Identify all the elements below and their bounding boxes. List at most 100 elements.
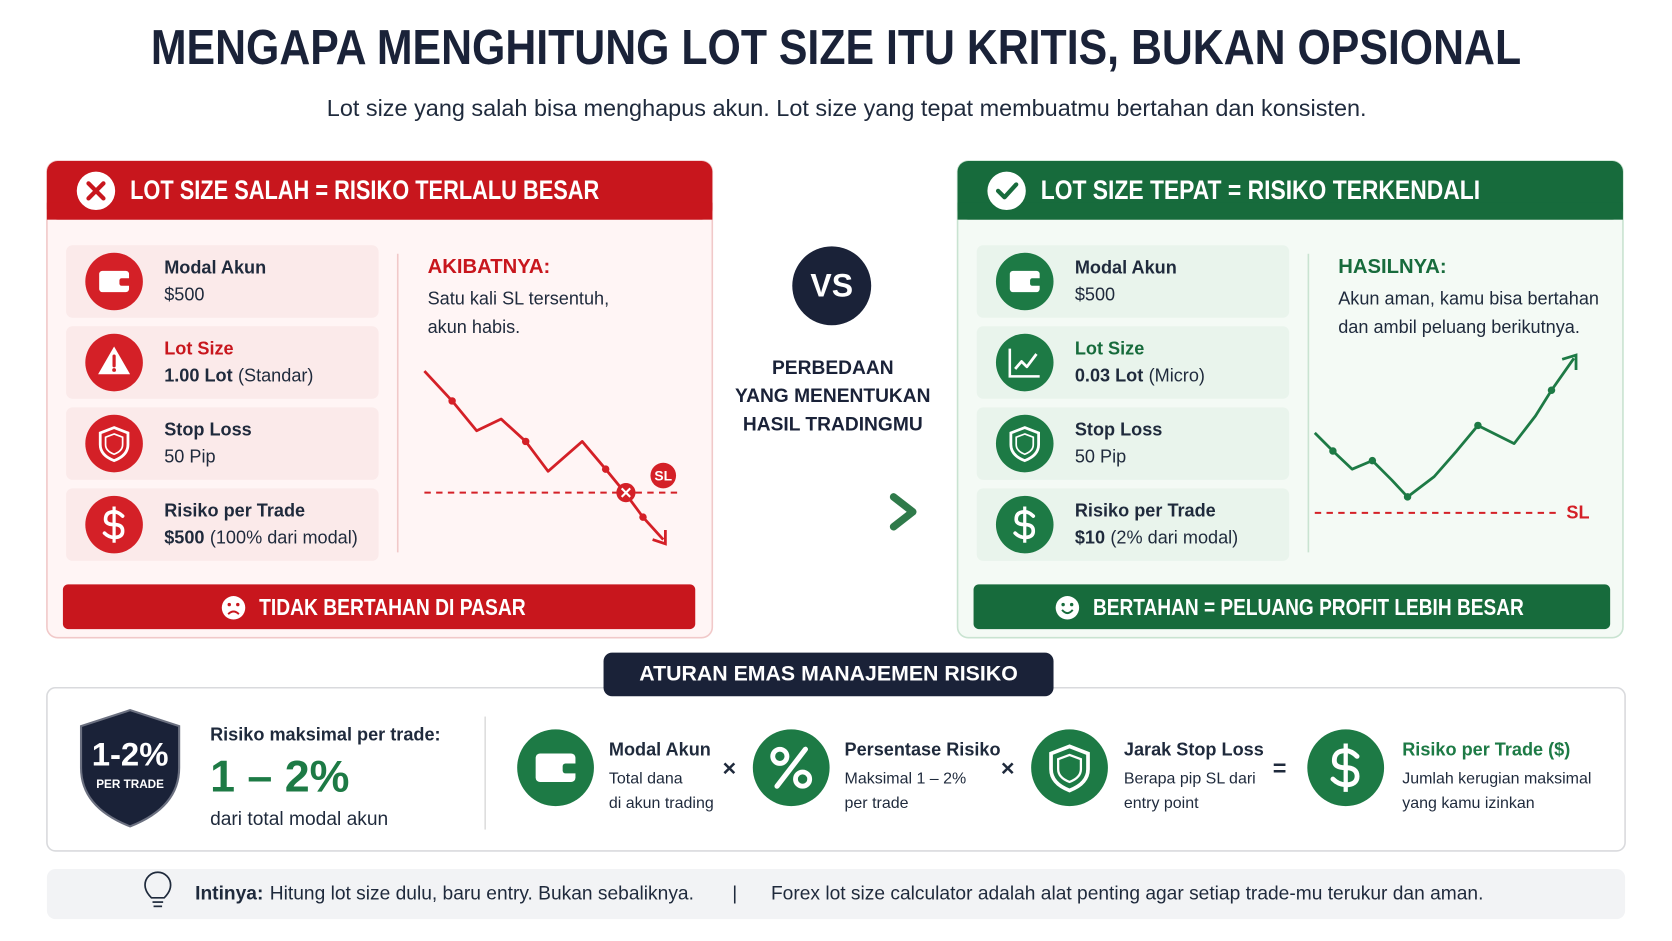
panel-button <box>973 584 1611 630</box>
formula-desc: yang kamu izinkan <box>1402 795 1534 812</box>
item-card <box>976 245 1290 318</box>
formula-desc: entry point <box>1124 795 1199 812</box>
item-label: Modal Akun <box>1075 257 1177 277</box>
item-value-main: 0.03 Lot <box>1075 365 1143 385</box>
icon-shape <box>1014 353 1038 370</box>
trend-point <box>1403 493 1412 501</box>
icon-growth <box>995 333 1054 392</box>
icon-shape <box>104 433 124 456</box>
icon-shape <box>1009 426 1040 463</box>
formula-desc: di akun trading <box>609 795 714 812</box>
formula-title: Jarak Stop Loss <box>1124 739 1264 759</box>
icon-dollar <box>995 495 1054 554</box>
rules-title-pill <box>603 652 1054 697</box>
icon-shape <box>793 769 813 789</box>
result-heading: HASILNYA: <box>1338 256 1446 278</box>
icon-shape <box>99 270 130 293</box>
formula-operator: × <box>723 755 737 781</box>
item-value-main: $500 <box>1075 284 1115 304</box>
formula-desc: Berapa pip SL dari <box>1124 771 1256 788</box>
item-label: Stop Loss <box>1075 420 1163 440</box>
item-card <box>976 407 1290 480</box>
formula-operator: × <box>1001 755 1015 781</box>
icon-shield <box>1031 729 1108 807</box>
trend-point <box>1547 386 1556 394</box>
icon-percent <box>752 729 830 807</box>
icon-circle <box>995 333 1054 392</box>
item-label: Risiko per Trade <box>1075 501 1216 521</box>
result-heading: AKIBATNYA: <box>428 256 551 278</box>
panel-header <box>957 202 1623 220</box>
vs-caption: PERBEDAAN <box>772 358 894 379</box>
icon-circle <box>1031 729 1108 807</box>
panel-button-label: TIDAK BERTAHAN DI PASAR <box>259 594 526 620</box>
trend-point <box>448 397 456 405</box>
badge-shield <box>79 709 181 828</box>
page-subtitle: Lot size yang salah bisa menghapus akun.… <box>327 95 1367 121</box>
icon-dollar <box>1307 729 1385 807</box>
icon-wallet <box>995 252 1054 311</box>
formula-desc: Total dana <box>609 771 683 788</box>
item-value: $500 <box>1075 284 1115 304</box>
vs-label: VS <box>810 267 853 303</box>
badge-value: 1-2% <box>92 737 169 773</box>
item-value-main: 50 Pip <box>1075 446 1126 466</box>
face-eye <box>227 602 231 607</box>
item-card <box>66 245 379 318</box>
icon-shape <box>1057 753 1083 784</box>
panel-button-label: BERTAHAN = PELUANG PROFIT LEBIH BESAR <box>1093 594 1524 620</box>
result-text: Akun aman, kamu bisa bertahan <box>1338 288 1599 308</box>
face-icon <box>221 596 246 620</box>
item-card <box>66 326 379 399</box>
max-risk-note: dari total modal akun <box>210 809 388 830</box>
trend-point <box>521 437 530 446</box>
item-value: 0.03 Lot (Micro) <box>1075 365 1205 385</box>
face-icon <box>1055 596 1080 620</box>
footer-text: Intinya: Hitung lot size dulu, baru entry… <box>195 884 694 905</box>
vs-arrow-head <box>889 493 917 531</box>
icon-wallet <box>85 252 143 311</box>
item-value-main: $500 <box>164 284 204 304</box>
trend-point <box>1368 456 1377 465</box>
icon-dollar <box>85 495 143 554</box>
max-risk-value: 1 – 2% <box>210 751 349 801</box>
trend-point <box>601 465 610 473</box>
panel-title: LOT SIZE SALAH = RISIKO TERLALU BESAR <box>130 175 599 205</box>
icon-shield <box>85 414 143 473</box>
formula-desc: Jumlah kerugian maksimal <box>1402 771 1591 788</box>
sl-label: SL <box>1566 503 1589 523</box>
icon-shape <box>770 746 790 766</box>
item-card <box>976 326 1290 399</box>
panel <box>956 160 1624 639</box>
formula-operator: = <box>1273 755 1287 781</box>
item-card <box>976 488 1290 561</box>
trend-arrow <box>652 529 667 546</box>
face-eye <box>1069 602 1074 607</box>
footer-separator: | <box>732 884 737 905</box>
icon-shield <box>995 414 1054 473</box>
icon-shape <box>98 426 130 463</box>
result-text: akun habis. <box>428 317 521 337</box>
panel-title: LOT SIZE TEPAT = RISIKO TERKENDALI <box>1041 175 1480 205</box>
face-mouth <box>1061 609 1074 615</box>
hit-marker-x <box>620 487 631 498</box>
vs-caption: YANG MENENTUKAN <box>735 386 930 407</box>
item-note: (Micro) <box>1149 365 1205 385</box>
footer-bar <box>46 869 1626 920</box>
result-text: Satu kali SL tersentuh, <box>428 288 610 308</box>
icon-circle <box>995 414 1054 473</box>
formula-desc: per trade <box>845 795 909 812</box>
item-value-main: $10 <box>1075 527 1105 547</box>
face-eye <box>236 602 240 607</box>
vs-circle <box>792 246 872 326</box>
item-card <box>66 488 379 561</box>
item-value: 50 Pip <box>1075 446 1126 466</box>
result-text: dan ambil peluang berikutnya. <box>1338 317 1580 337</box>
item-value: $500 <box>164 284 204 304</box>
icon-shape <box>1015 433 1035 456</box>
item-value-main: $500 <box>164 527 204 547</box>
item-label: Lot Size <box>164 339 233 359</box>
rules-title: ATURAN EMAS MANAJEMEN RISIKO <box>639 662 1018 686</box>
item-value-main: 1.00 Lot <box>164 365 232 385</box>
